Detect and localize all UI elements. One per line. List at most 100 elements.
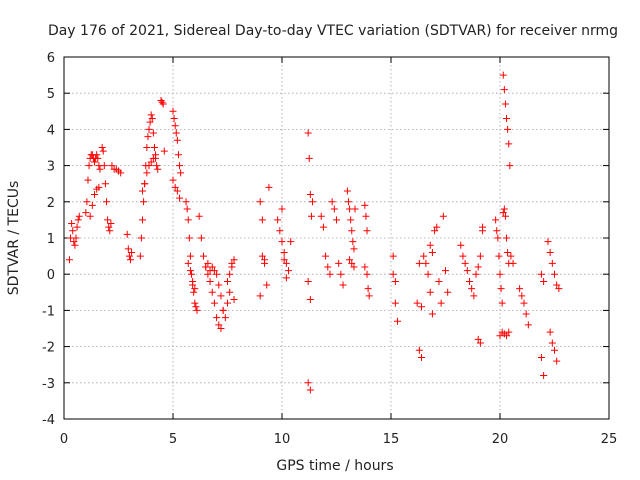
data-point: [184, 216, 192, 224]
data-point: [317, 212, 325, 220]
data-point: [433, 223, 441, 231]
data-point: [128, 248, 136, 256]
data-point: [479, 227, 487, 235]
data-point: [389, 252, 397, 260]
data-point: [501, 100, 509, 108]
x-tick-label: 5: [169, 432, 177, 447]
data-point: [348, 227, 356, 235]
grid: [64, 57, 609, 419]
data-point: [309, 198, 317, 206]
data-point: [503, 332, 511, 340]
data-point: [150, 144, 158, 151]
data-point: [68, 220, 76, 228]
plot-frame: [63, 56, 610, 420]
data-point: [280, 248, 288, 256]
y-tick-label: -1: [42, 304, 55, 319]
data-point: [91, 158, 99, 166]
data-point: [500, 205, 508, 213]
data-point: [498, 299, 506, 307]
data-point: [71, 241, 79, 249]
data-point: [518, 292, 526, 300]
data-point: [147, 158, 155, 166]
data-point: [226, 270, 234, 278]
data-point: [149, 129, 157, 137]
data-point: [328, 198, 336, 206]
chart-title: Day 176 of 2021, Sidereal Day-to-day VTE…: [48, 23, 618, 39]
data-point: [193, 306, 201, 314]
data-point: [520, 299, 528, 307]
data-point: [506, 162, 514, 170]
data-point: [195, 212, 203, 220]
data-point: [228, 263, 236, 271]
data-point: [82, 209, 90, 217]
data-point: [169, 107, 177, 115]
y-tick-label: -2: [42, 341, 55, 356]
data-point: [439, 212, 447, 220]
data-point: [171, 122, 179, 130]
data-point: [274, 216, 282, 224]
data-point: [361, 263, 369, 271]
data-point: [428, 248, 436, 256]
data-point: [177, 169, 185, 177]
data-point: [182, 198, 190, 206]
data-point: [424, 270, 432, 278]
data-point: [94, 154, 102, 162]
data-point: [169, 176, 177, 184]
data-point: [496, 270, 504, 278]
data-point: [493, 227, 501, 235]
data-point: [431, 227, 439, 235]
data-point: [503, 115, 511, 123]
data-point: [497, 285, 505, 293]
data-point: [287, 238, 295, 246]
data-point: [98, 144, 106, 151]
data-point: [173, 187, 181, 195]
data-point: [437, 299, 445, 307]
data-point: [157, 96, 165, 104]
data-point: [415, 346, 423, 354]
data-point: [202, 263, 210, 271]
data-point: [548, 339, 556, 347]
data-point: [158, 98, 166, 106]
data-point: [186, 252, 194, 260]
data-point: [363, 270, 371, 278]
data-point: [305, 154, 313, 162]
data-point: [324, 263, 332, 271]
data-point: [442, 267, 449, 275]
data-point: [95, 183, 103, 191]
data-point: [189, 277, 197, 285]
data-point: [361, 201, 369, 209]
data-point: [105, 223, 113, 231]
data-point: [72, 234, 80, 242]
data-point: [394, 317, 402, 325]
data-point: [138, 216, 146, 224]
data-point: [413, 299, 421, 307]
data-point: [339, 281, 347, 289]
data-point: [306, 386, 314, 394]
data-point: [435, 277, 443, 285]
data-point: [350, 245, 358, 253]
data-point: [226, 288, 234, 296]
x-tick-label: 0: [60, 432, 68, 447]
data-point: [537, 270, 545, 278]
data-point: [103, 198, 111, 206]
data-point: [93, 151, 101, 159]
data-point: [230, 256, 238, 264]
data-point: [208, 263, 216, 271]
data-point: [282, 274, 290, 282]
data-point: [148, 115, 156, 123]
data-point: [468, 285, 476, 293]
data-point: [138, 187, 146, 195]
data-point: [219, 306, 227, 314]
data-point: [86, 212, 94, 220]
data-point: [217, 292, 225, 300]
data-point: [224, 299, 231, 307]
data-point: [495, 252, 503, 260]
data-point: [322, 252, 330, 260]
data-point: [143, 144, 151, 151]
data-point: [553, 281, 561, 289]
data-point: [137, 234, 145, 242]
data-point: [159, 100, 167, 108]
y-tick-label: 6: [47, 51, 55, 66]
data-point: [524, 321, 532, 329]
